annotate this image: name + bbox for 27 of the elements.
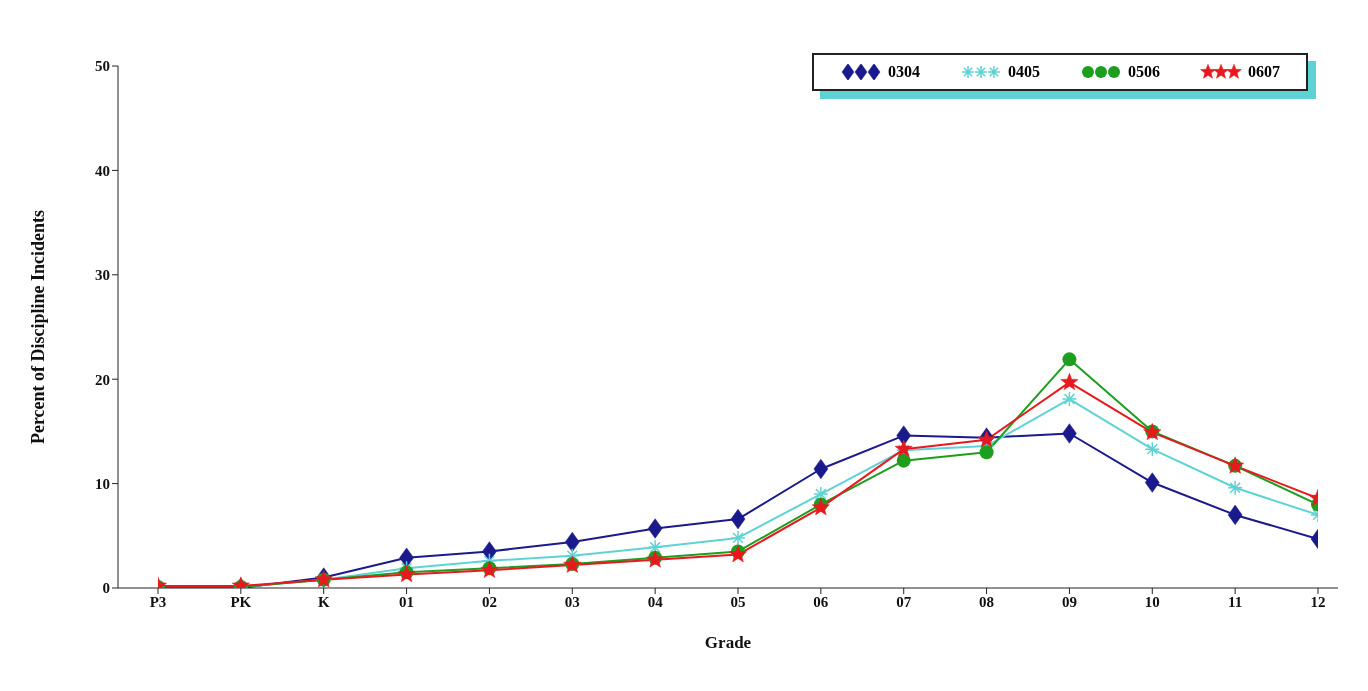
y-tick-label: 20 (95, 371, 110, 388)
x-tick-label: 01 (399, 593, 415, 610)
x-tick-label: PK (230, 593, 252, 610)
y-tick-label: 10 (95, 475, 110, 492)
x-tick-label: 04 (647, 593, 664, 610)
x-tick-label: K (317, 593, 330, 610)
y-tick-label: 50 (95, 58, 110, 75)
legend-label: 0304 (888, 63, 920, 81)
legend-label: 0506 (1128, 63, 1160, 81)
y-tick-label: 0 (102, 580, 110, 597)
x-tick-label: 08 (979, 593, 995, 610)
x-tick-label: 12 (1310, 593, 1326, 610)
y-tick-label: 40 (95, 162, 110, 179)
x-tick-label: 06 (813, 593, 829, 610)
x-tick-label: 05 (730, 593, 746, 610)
x-tick-label: 03 (564, 593, 580, 610)
y-tick-label: 30 (95, 267, 110, 284)
x-tick-label: 11 (1228, 593, 1243, 610)
legend-label: 0405 (1008, 63, 1040, 81)
x-tick-label: P3 (149, 593, 167, 610)
x-axis-title: Grade (704, 633, 752, 652)
y-axis-title: Percent of Discipline Incidents (28, 209, 49, 445)
x-tick-label: 10 (1144, 593, 1160, 610)
legend-label: 0607 (1248, 63, 1280, 81)
x-tick-label: 07 (896, 593, 912, 610)
x-tick-label: 02 (481, 593, 497, 610)
x-tick-label: 09 (1061, 593, 1077, 610)
